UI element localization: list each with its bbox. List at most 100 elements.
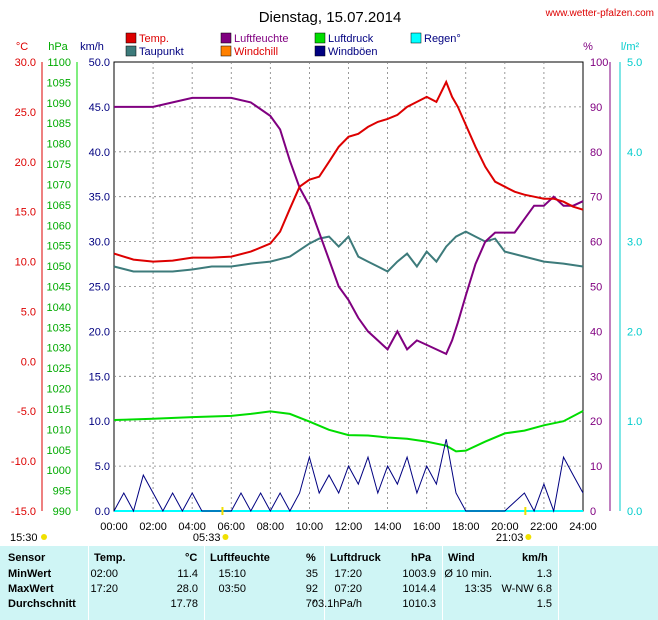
humidity-tick-label: 70 [590, 192, 602, 204]
humidity-tick-label: 100 [590, 57, 608, 69]
pressure-tick-label: 1025 [47, 363, 71, 375]
chart-grid [114, 62, 583, 511]
x-tick-label: 06:00 [217, 521, 245, 533]
humidity-tick-label: 20 [590, 416, 602, 428]
x-tick-label: 04:00 [178, 521, 206, 533]
temp-tick-label: 25.0 [15, 107, 36, 119]
pressure-tick-label: 1010 [47, 424, 71, 436]
header-sensor: Sensor [8, 552, 46, 564]
header-wind: Wind [448, 552, 475, 564]
table-cell-w_time: Ø 10 min. [444, 568, 492, 580]
pressure-tick-label: 1095 [47, 77, 71, 89]
table-cell-p_val: 1014.4 [402, 583, 436, 595]
pressure-tick-label: 1040 [47, 302, 71, 314]
table-cell-p_time: 17:20 [334, 568, 362, 580]
humidity-tick-label: 0 [590, 506, 596, 518]
rain-tick-label: 2.0 [627, 326, 642, 338]
header-hum-unit: % [306, 552, 316, 564]
humidity-tick-label: 60 [590, 237, 602, 249]
weather-chart: Dienstag, 15.07.2014 www.wetter-pfalzen.… [10, 8, 654, 544]
header-press: Luftdruck [330, 552, 381, 564]
pressure-tick-label: 1000 [47, 465, 71, 477]
humidity-unit: % [583, 41, 593, 53]
pressure-tick-label: 1075 [47, 159, 71, 171]
x-tick-label: 02:00 [139, 521, 167, 533]
table-cell-h_time: 15:10 [218, 568, 246, 580]
humidity-tick-label: 10 [590, 461, 602, 473]
chart-title: Dienstag, 15.07.2014 [259, 9, 402, 26]
header-wind-unit: km/h [522, 552, 548, 564]
table-cell-h_val: 70 [305, 598, 318, 610]
table-cell-label: MinWert [8, 568, 52, 580]
pressure-tick-label: 1005 [47, 445, 71, 457]
legend-swatch [410, 32, 422, 44]
rain-tick-label: 4.0 [627, 147, 642, 159]
wind-tick-label: 35.0 [89, 192, 110, 204]
legend-label: Regen° [424, 33, 461, 45]
temp-tick-label: -15.0 [11, 506, 36, 518]
wind-tick-label: 5.0 [95, 461, 110, 473]
pressure-tick-label: 1035 [47, 322, 71, 334]
temp-tick-label: 15.0 [15, 207, 36, 219]
temp-tick-label: 0.0 [21, 356, 36, 368]
x-tick-label: 10:00 [296, 521, 324, 533]
header-temp-unit: °C [185, 552, 198, 564]
pressure-tick-label: 1100 [47, 57, 71, 69]
legend-swatch [125, 45, 137, 57]
series-line [113, 410, 584, 453]
table-cell-w_time: 13:35 [464, 583, 492, 595]
pressure-tick-label: 1060 [47, 220, 71, 232]
rain-tick-label: 5.0 [627, 57, 642, 69]
table-cell-h_time: 03:50 [218, 583, 246, 595]
legend-swatch [125, 32, 137, 44]
wind-unit: km/h [80, 41, 104, 53]
wind-tick-label: 25.0 [89, 282, 110, 294]
temp-unit: °C [16, 41, 28, 53]
site-url: www.wetter-pfalzen.com [545, 8, 654, 19]
x-tick-label: 18:00 [452, 521, 480, 533]
x-tick-label: 00:00 [100, 521, 128, 533]
wind-tick-label: 30.0 [89, 237, 110, 249]
table-cell-t_time: 17:20 [90, 583, 118, 595]
series-line [113, 79, 584, 263]
humidity-tick-label: 40 [590, 326, 602, 338]
stats-table: Sensor Temp. °C Luftfeuchte % Luftdruck … [0, 546, 658, 620]
x-tick-label: 08:00 [257, 521, 285, 533]
table-cell-w_val: W-NW 6.8 [501, 583, 552, 595]
sun-icon [222, 534, 229, 540]
pressure-tick-label: 1045 [47, 282, 71, 294]
x-tick-label: 22:00 [530, 521, 558, 533]
series-line [113, 439, 584, 513]
table-cell-t_val: 17.78 [170, 598, 198, 610]
pressure-tick-label: 1020 [47, 384, 71, 396]
table-cell-p_time: ^3.1hPa/h [312, 598, 362, 610]
table-cell-label: MaxWert [8, 583, 54, 595]
x-tick-label: 14:00 [374, 521, 402, 533]
table-cell-w_val: 1.5 [536, 598, 552, 610]
wind-tick-label: 20.0 [89, 326, 110, 338]
humidity-tick-label: 80 [590, 147, 602, 159]
pressure-unit: hPa [48, 41, 68, 53]
table-cell-h_val: 35 [305, 568, 318, 580]
temp-tick-label: 5.0 [21, 306, 36, 318]
pressure-tick-label: 1070 [47, 179, 71, 191]
legend-label: Taupunkt [139, 46, 184, 58]
pressure-tick-label: 1080 [47, 139, 71, 151]
wind-tick-label: 40.0 [89, 147, 110, 159]
x-tick-label: 20:00 [491, 521, 519, 533]
legend-label: Luftdruck [328, 33, 374, 45]
chart-series [113, 79, 584, 513]
wind-tick-label: 50.0 [89, 57, 110, 69]
legend-label: Luftfeuchte [234, 33, 288, 45]
pressure-tick-label: 1065 [47, 200, 71, 212]
chart-axes: 30.0 25.0 20.0 15.0 10.0 5.0 0.0 -5.0 -10.0 -15.0… [11, 41, 642, 518]
pressure-tick-label: 995 [53, 486, 71, 498]
x-tick-label: 16:00 [413, 521, 441, 533]
sunrise-time: 05:33 [193, 532, 221, 544]
header-temp: Temp. [94, 552, 126, 564]
temp-tick-label: 30.0 [15, 57, 36, 69]
table-cell-t_val: 11.4 [177, 568, 198, 580]
x-axis: 00:00 02:00 04:00 06:00 08:00 10:00 12:00 14:00… [10, 507, 597, 544]
legend-swatch [314, 32, 326, 44]
legend-label: Temp. [139, 33, 169, 45]
